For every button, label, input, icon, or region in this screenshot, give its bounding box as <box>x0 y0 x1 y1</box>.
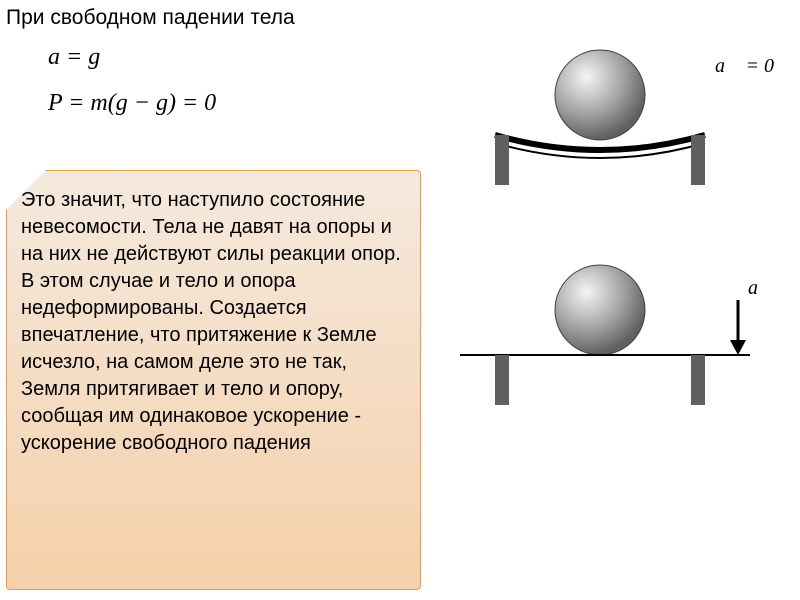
diagram-freefall: a⃗ <box>440 255 780 425</box>
arrow-head-icon <box>730 340 746 355</box>
support-leg-right <box>691 135 705 185</box>
support-leg-right <box>691 355 705 405</box>
explanation-box: Это значит, что наступило состояние неве… <box>6 170 421 590</box>
acceleration-label-zero: a⃗ = 0 <box>715 55 774 78</box>
sphere-icon <box>555 265 645 355</box>
diagram-freefall-svg <box>440 255 780 425</box>
support-leg-left <box>495 355 509 405</box>
diagram-weightless: a⃗ = 0 <box>440 35 780 205</box>
explanation-text: Это значит, что наступило состояние неве… <box>21 189 401 454</box>
acceleration-label-a: a⃗ <box>748 277 774 300</box>
sphere-icon <box>555 50 645 140</box>
formula-p-equals-zero: P = m(g − g) = 0 <box>48 90 216 117</box>
support-leg-left <box>495 135 509 185</box>
page-title: При свободном падении тела <box>6 6 295 30</box>
formula-a-equals-g: a = g <box>48 44 100 71</box>
